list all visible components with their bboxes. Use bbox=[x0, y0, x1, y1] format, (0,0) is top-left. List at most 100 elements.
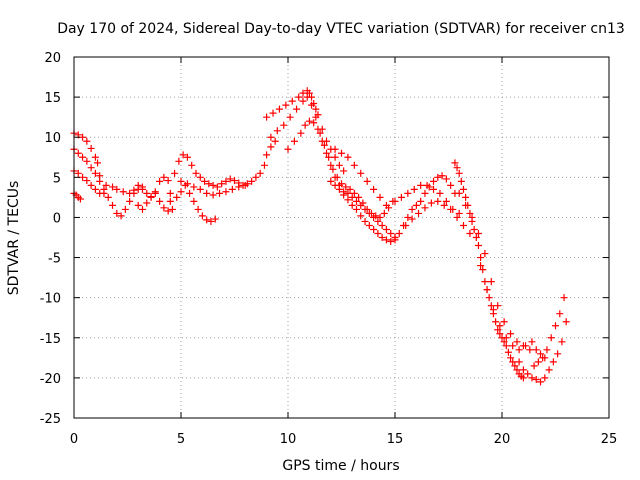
data-point bbox=[166, 197, 174, 205]
data-point bbox=[74, 149, 82, 157]
data-point bbox=[370, 225, 378, 233]
data-point bbox=[218, 180, 226, 188]
data-point bbox=[509, 358, 517, 366]
data-point bbox=[303, 93, 311, 101]
data-point bbox=[76, 195, 84, 203]
data-point bbox=[134, 181, 142, 189]
data-point bbox=[284, 145, 292, 153]
data-point bbox=[104, 193, 112, 201]
data-point bbox=[447, 181, 455, 189]
y-tick-label: 0 bbox=[53, 211, 61, 226]
data-point bbox=[190, 183, 198, 191]
data-point bbox=[134, 201, 142, 209]
data-point bbox=[91, 153, 99, 161]
data-point bbox=[314, 125, 322, 133]
series-track-u bbox=[455, 189, 534, 354]
data-point bbox=[455, 209, 463, 217]
data-point bbox=[397, 193, 405, 201]
data-point bbox=[511, 362, 519, 370]
data-point bbox=[156, 197, 164, 205]
data-point bbox=[481, 250, 489, 258]
data-point bbox=[263, 151, 271, 159]
data-point bbox=[549, 358, 557, 366]
data-point bbox=[483, 286, 491, 294]
data-point bbox=[83, 177, 91, 185]
data-point bbox=[453, 164, 461, 172]
data-point bbox=[130, 186, 138, 194]
data-point bbox=[164, 177, 172, 185]
data-point bbox=[515, 346, 523, 354]
data-point bbox=[522, 342, 530, 350]
y-tick-label: -20 bbox=[40, 372, 61, 387]
data-point bbox=[492, 318, 500, 326]
data-point bbox=[350, 189, 358, 197]
y-tick-label: -5 bbox=[48, 252, 61, 267]
data-point bbox=[340, 191, 348, 199]
data-point bbox=[216, 189, 224, 197]
data-point bbox=[74, 169, 82, 177]
data-point bbox=[526, 346, 534, 354]
data-point bbox=[109, 183, 117, 191]
data-point bbox=[346, 185, 354, 193]
data-point bbox=[222, 188, 230, 196]
series-track-m bbox=[267, 93, 397, 221]
data-point bbox=[534, 358, 542, 366]
data-point bbox=[378, 234, 386, 241]
data-point bbox=[539, 354, 547, 362]
data-point bbox=[357, 169, 365, 177]
data-point bbox=[528, 338, 536, 346]
data-point bbox=[151, 189, 159, 197]
data-point bbox=[323, 149, 331, 157]
data-point bbox=[376, 193, 384, 201]
data-point bbox=[455, 189, 463, 197]
data-point bbox=[295, 93, 303, 101]
y-tick-label: 20 bbox=[44, 51, 61, 66]
data-point bbox=[248, 177, 256, 185]
x-axis-label: GPS time / hours bbox=[282, 458, 399, 474]
data-point bbox=[352, 197, 360, 205]
chart-title: Day 170 of 2024, Sidereal Day-to-day VTE… bbox=[57, 21, 625, 37]
data-point bbox=[91, 169, 99, 177]
data-point bbox=[79, 173, 87, 181]
data-point bbox=[466, 209, 474, 217]
data-point bbox=[222, 177, 230, 185]
data-point bbox=[427, 199, 435, 207]
x-tick-label: 0 bbox=[70, 432, 78, 447]
data-point bbox=[494, 302, 502, 310]
data-point bbox=[96, 177, 104, 185]
data-point bbox=[417, 181, 425, 189]
data-point bbox=[282, 101, 290, 109]
data-point bbox=[474, 242, 482, 250]
data-point bbox=[126, 197, 134, 205]
x-tick-label: 10 bbox=[280, 432, 297, 447]
data-point bbox=[402, 221, 410, 229]
data-point bbox=[183, 180, 191, 188]
data-point bbox=[382, 236, 390, 244]
data-point bbox=[365, 209, 373, 217]
data-point bbox=[487, 278, 495, 286]
data-point bbox=[271, 137, 279, 145]
data-point bbox=[545, 366, 553, 374]
data-point bbox=[209, 191, 217, 199]
data-point bbox=[340, 167, 348, 175]
data-point bbox=[147, 193, 155, 201]
data-point bbox=[288, 97, 296, 105]
series-track-x bbox=[530, 294, 568, 370]
data-point bbox=[378, 221, 386, 229]
data-point bbox=[286, 113, 294, 121]
series-track-r bbox=[391, 181, 463, 217]
data-point bbox=[196, 173, 204, 181]
data-point bbox=[417, 197, 425, 205]
data-point bbox=[430, 185, 438, 193]
data-point bbox=[316, 129, 324, 137]
data-point bbox=[188, 161, 196, 169]
data-point bbox=[256, 169, 264, 177]
data-point bbox=[474, 229, 482, 237]
data-point bbox=[91, 185, 99, 193]
data-point bbox=[318, 137, 326, 145]
data-point bbox=[143, 189, 151, 197]
data-point bbox=[331, 153, 339, 161]
data-point bbox=[509, 342, 517, 350]
data-point bbox=[500, 338, 508, 346]
